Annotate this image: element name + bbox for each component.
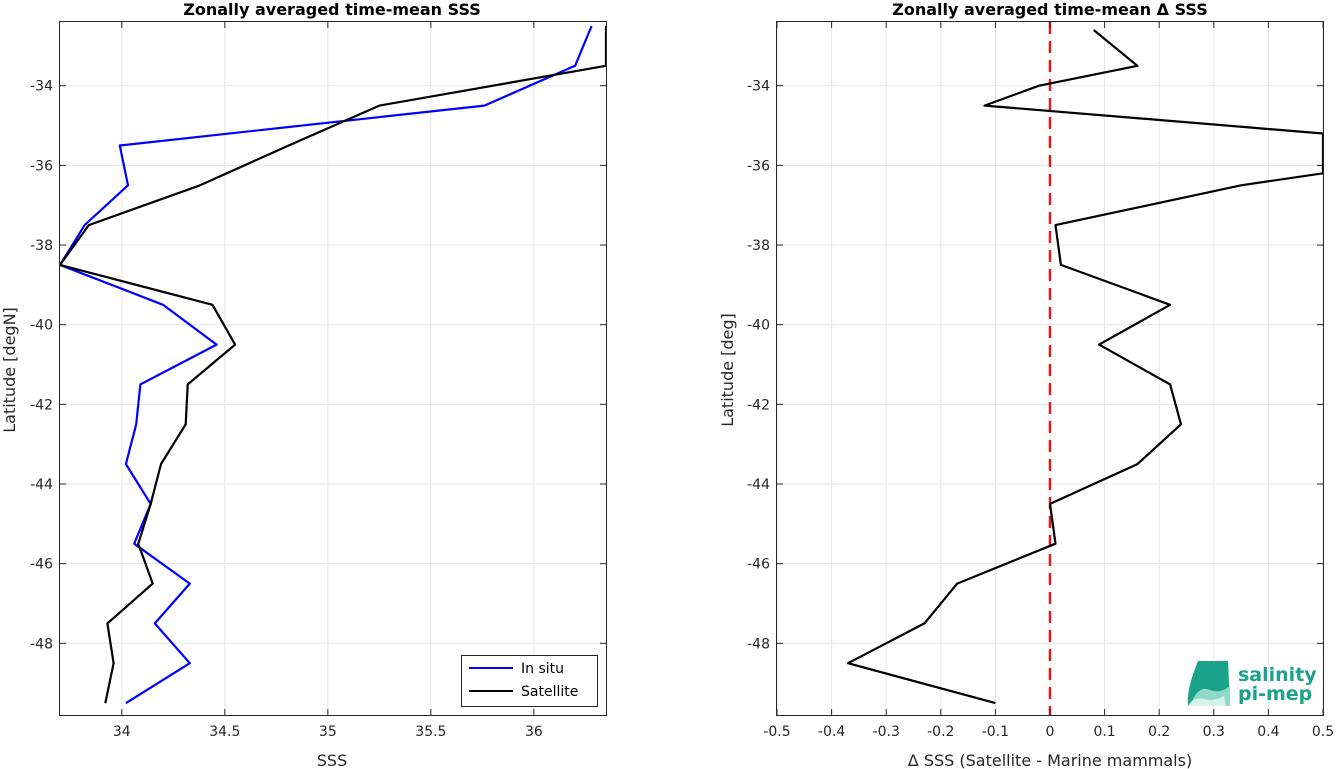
legend-label-in-situ: In situ xyxy=(521,661,564,677)
axis-ticks: 34 34.5 35 35.5 36 -48 -46 -44 -42 -40 -38 -36 -34 xyxy=(30,22,606,740)
x-tick-label: 34 xyxy=(113,724,131,740)
y-axis-label: Latitude [deg] xyxy=(718,313,737,427)
y-tick-label: -44 xyxy=(747,477,770,493)
delta-sss-chart: Zonally averaged time-mean Δ SSS -0.5 -0.… xyxy=(718,0,1334,769)
y-tick-label: -40 xyxy=(30,318,53,334)
y-tick-label: -46 xyxy=(30,557,53,573)
x-tick-label: 0.5 xyxy=(1312,724,1334,740)
x-tick-label: -0.5 xyxy=(763,724,790,740)
x-tick-label: 0.1 xyxy=(1093,724,1115,740)
y-tick-label: -42 xyxy=(747,397,770,413)
logo-wave-icon xyxy=(1187,661,1230,706)
logo-text-pi-mep: pi-mep xyxy=(1238,683,1312,705)
y-axis-label: Latitude [degN] xyxy=(0,307,19,433)
x-tick-label: -0.2 xyxy=(927,724,954,740)
legend-label-satellite: Satellite xyxy=(521,684,578,700)
y-tick-label: -38 xyxy=(747,238,770,254)
axis-ticks: -0.5 -0.4 -0.3 -0.2 -0.1 0 0.1 0.2 0.3 0.4 0.5 -48 -… xyxy=(747,22,1334,740)
x-axis-label: Δ SSS (Satellite - Marine mammals) xyxy=(908,751,1192,769)
sss-chart: Zonally averaged time-mean SSS 34 34.5 35 3… xyxy=(0,0,607,769)
series-line-0 xyxy=(846,29,1323,705)
plot-frame xyxy=(59,21,607,716)
legend-box xyxy=(461,655,598,707)
x-tick-label: -0.3 xyxy=(873,724,900,740)
chart-title: Zonally averaged time-mean SSS xyxy=(183,0,481,19)
grid xyxy=(60,22,606,715)
series-line-satellite xyxy=(60,26,606,704)
plot-frame xyxy=(776,21,1324,716)
x-tick-label: 34.5 xyxy=(209,724,240,740)
y-tick-label: -34 xyxy=(30,79,53,95)
x-tick-label: -0.1 xyxy=(982,724,1009,740)
y-tick-label: -44 xyxy=(30,477,53,493)
salinity-pi-mep-logo: salinity pi-mep xyxy=(1187,661,1317,706)
x-tick-label: 35.5 xyxy=(415,724,446,740)
legend: In situ Satellite xyxy=(461,655,598,707)
y-tick-label: -46 xyxy=(747,557,770,573)
x-tick-label: 0.2 xyxy=(1148,724,1170,740)
series-layer xyxy=(846,29,1323,705)
x-tick-label: 35 xyxy=(319,724,337,740)
y-tick-label: -40 xyxy=(747,318,770,334)
x-tick-label: 0.4 xyxy=(1257,724,1279,740)
y-tick-label: -42 xyxy=(30,397,53,413)
y-tick-label: -34 xyxy=(747,79,770,95)
series-layer xyxy=(60,25,606,705)
y-tick-label: -36 xyxy=(30,158,53,174)
y-tick-label: -38 xyxy=(30,238,53,254)
y-tick-label: -48 xyxy=(30,636,53,652)
x-tick-label: 36 xyxy=(525,724,543,740)
logo-text-salinity: salinity xyxy=(1238,664,1317,686)
y-tick-label: -48 xyxy=(747,636,770,652)
x-axis-label: SSS xyxy=(317,751,347,769)
x-tick-label: -0.4 xyxy=(818,724,845,740)
x-tick-label: 0 xyxy=(1046,724,1055,740)
series-line-in-situ xyxy=(60,25,593,705)
y-tick-label: -36 xyxy=(747,158,770,174)
x-tick-label: 0.3 xyxy=(1203,724,1225,740)
chart-title: Zonally averaged time-mean Δ SSS xyxy=(892,0,1208,19)
